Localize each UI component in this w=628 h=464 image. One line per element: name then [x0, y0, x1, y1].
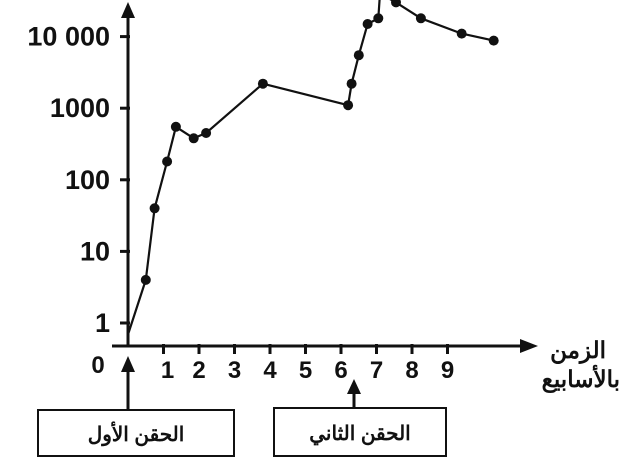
second-injection-arrowhead [347, 379, 361, 394]
y-tick-label: 10 000 [27, 22, 110, 52]
x-tick-label: 9 [441, 357, 454, 384]
second-injection-label: الحقن الثاني [309, 423, 410, 446]
data-point [373, 13, 384, 24]
x-tick-label: 7 [370, 357, 383, 384]
first-injection-box [37, 409, 235, 457]
first-injection-label: الحقن الأول [88, 421, 185, 447]
x-tick-label: 5 [299, 357, 312, 384]
series-line [126, 0, 494, 335]
data-point [201, 128, 212, 138]
data-point [415, 13, 426, 24]
y-tick-label: 100 [65, 165, 110, 195]
x-tick-label: 1 [161, 357, 174, 384]
data-point [162, 156, 173, 167]
y-tick-label: 10 [80, 236, 110, 266]
data-point [149, 203, 160, 214]
x-tick-label: 6 [334, 357, 347, 384]
first-injection-annotation: الحقن الأول [37, 356, 235, 457]
y-tick-label: 1 [95, 308, 110, 338]
data-point [346, 78, 357, 89]
data-point [343, 100, 354, 111]
second-injection-box [273, 407, 447, 457]
data-point [488, 35, 499, 46]
data-point [353, 50, 364, 61]
x-tick-label: 3 [228, 357, 241, 384]
y-axis-arrowhead [121, 2, 135, 18]
data-point [391, 0, 401, 8]
data-point [362, 19, 373, 29]
data-point [456, 28, 467, 39]
second-injection-annotation: الحقن الثاني [273, 379, 447, 457]
axes [112, 2, 538, 353]
series [126, 0, 499, 335]
origin-label: 0 [91, 352, 104, 379]
data-point [140, 274, 151, 285]
data-point [188, 133, 199, 144]
x-axis-title-line2: بالأسابيع [542, 364, 620, 394]
y-tick-label: 1000 [50, 93, 110, 123]
x-axis-title-line1: الزمن [550, 337, 606, 365]
x-tick-label: 4 [263, 357, 277, 384]
first-injection-arrowhead [121, 356, 135, 372]
data-point [257, 78, 268, 89]
x-axis-arrowhead [520, 339, 538, 353]
data-point [170, 121, 181, 132]
x-tick-label: 8 [405, 357, 418, 384]
x-tick-label: 2 [192, 357, 205, 384]
